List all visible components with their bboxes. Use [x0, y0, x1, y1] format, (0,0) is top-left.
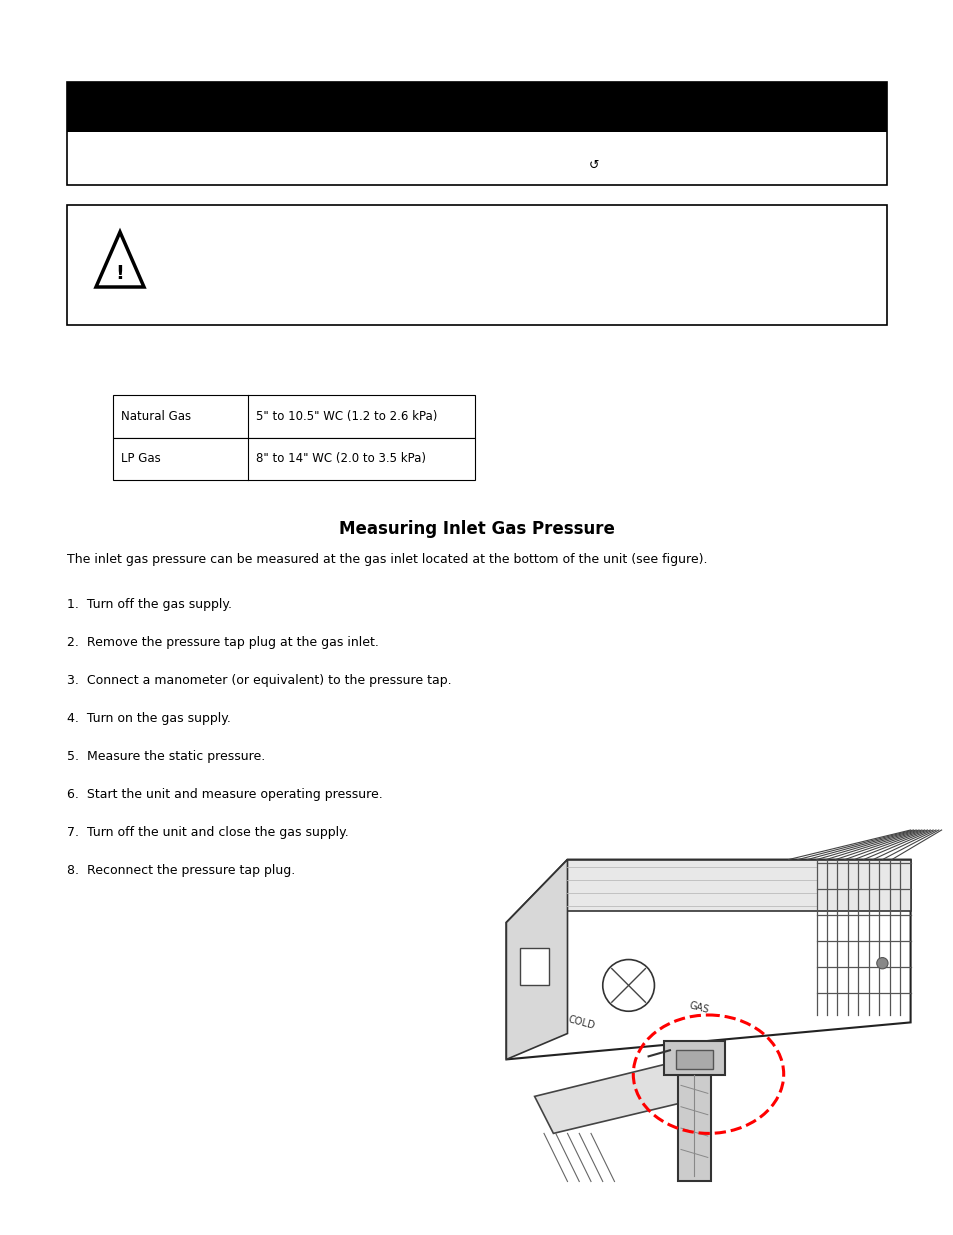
- Polygon shape: [567, 860, 910, 911]
- Text: Natural Gas: Natural Gas: [121, 410, 191, 422]
- Polygon shape: [506, 860, 910, 1060]
- Text: COLD: COLD: [566, 1014, 596, 1031]
- Text: 1.  Turn off the gas supply.: 1. Turn off the gas supply.: [67, 598, 232, 611]
- Text: Measuring Inlet Gas Pressure: Measuring Inlet Gas Pressure: [338, 520, 615, 538]
- Text: 7.  Turn off the unit and close the gas supply.: 7. Turn off the unit and close the gas s…: [67, 826, 349, 839]
- Bar: [678, 1074, 710, 1182]
- Text: 3.  Connect a manometer (or equivalent) to the pressure tap.: 3. Connect a manometer (or equivalent) t…: [67, 674, 451, 687]
- Text: LP Gas: LP Gas: [121, 452, 161, 466]
- Text: GAS: GAS: [687, 1000, 709, 1015]
- Polygon shape: [534, 1060, 708, 1134]
- Text: 4.  Turn on the gas supply.: 4. Turn on the gas supply.: [67, 713, 231, 725]
- Bar: [520, 948, 548, 986]
- Text: 8.  Reconnect the pressure tap plug.: 8. Reconnect the pressure tap plug.: [67, 864, 294, 877]
- Bar: [67, 82, 886, 185]
- Polygon shape: [96, 232, 144, 287]
- Bar: [663, 1041, 724, 1074]
- Polygon shape: [506, 860, 567, 1060]
- Bar: [112, 437, 475, 480]
- Circle shape: [876, 957, 887, 968]
- Text: The inlet gas pressure can be measured at the gas inlet located at the bottom of: The inlet gas pressure can be measured a…: [67, 553, 707, 566]
- Bar: [676, 1050, 712, 1068]
- Bar: [112, 395, 475, 437]
- Bar: [67, 205, 886, 325]
- Bar: [67, 82, 886, 132]
- Text: 8" to 14" WC (2.0 to 3.5 kPa): 8" to 14" WC (2.0 to 3.5 kPa): [255, 452, 426, 466]
- Text: ↺: ↺: [588, 158, 598, 172]
- Text: !: !: [115, 263, 124, 283]
- Text: 5.  Measure the static pressure.: 5. Measure the static pressure.: [67, 750, 265, 763]
- Text: 6.  Start the unit and measure operating pressure.: 6. Start the unit and measure operating …: [67, 788, 382, 802]
- Text: 5" to 10.5" WC (1.2 to 2.6 kPa): 5" to 10.5" WC (1.2 to 2.6 kPa): [255, 410, 436, 422]
- Text: 2.  Remove the pressure tap plug at the gas inlet.: 2. Remove the pressure tap plug at the g…: [67, 636, 378, 650]
